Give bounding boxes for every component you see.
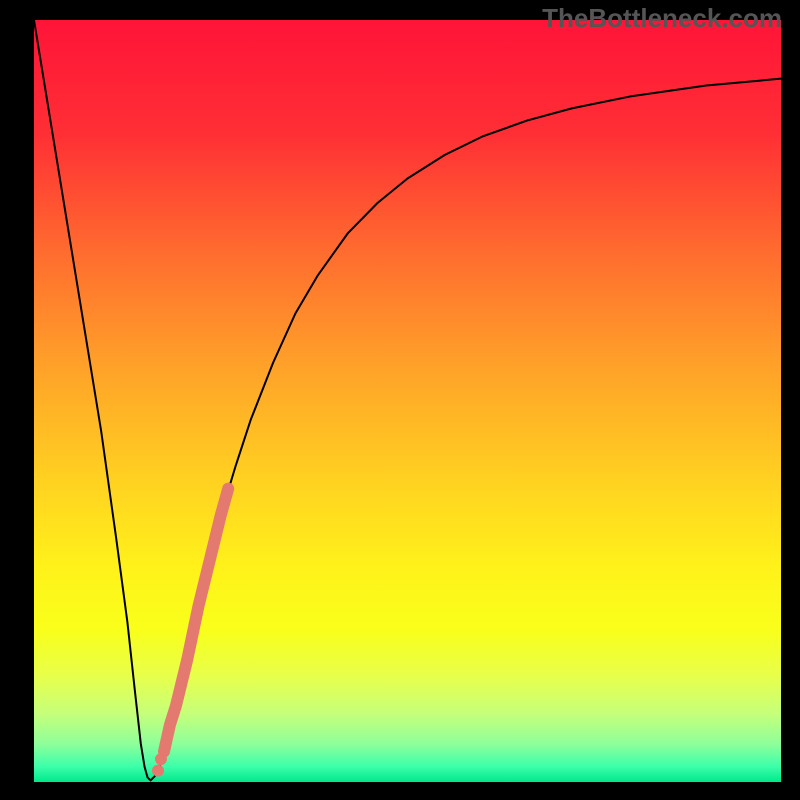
bottleneck-curve	[34, 20, 781, 780]
highlight-dot	[152, 765, 164, 777]
highlight-dot	[155, 753, 167, 765]
watermark-text: TheBottleneck.com	[542, 3, 782, 34]
chart-root: TheBottleneck.com	[0, 0, 800, 800]
highlight-segment	[164, 489, 228, 752]
plot-area	[34, 20, 781, 782]
chart-svg	[34, 20, 781, 782]
